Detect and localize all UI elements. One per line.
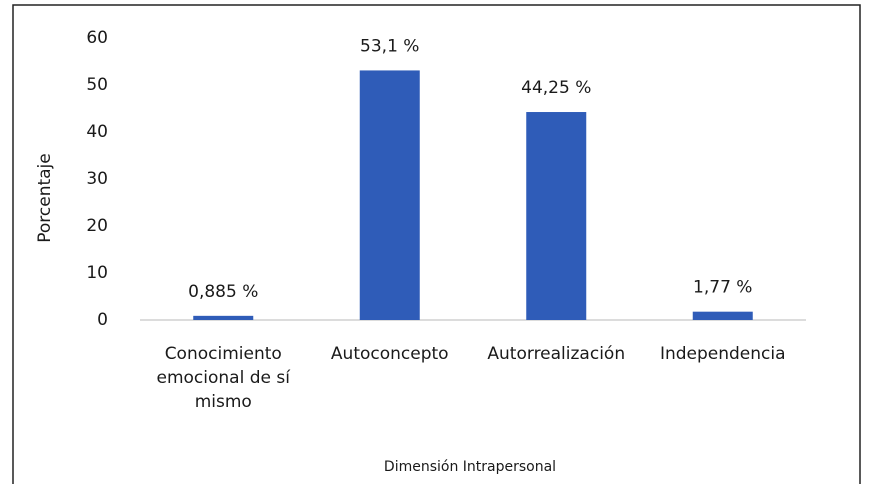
data-label: 53,1 % — [360, 36, 419, 56]
y-tick-label: 60 — [86, 28, 108, 48]
bar — [526, 112, 587, 321]
data-label: 0,885 % — [188, 282, 258, 302]
bar — [193, 315, 254, 320]
bar — [692, 311, 753, 320]
y-tick-label: 10 — [86, 263, 108, 283]
x-axis-title: Dimensión Intrapersonal — [384, 459, 556, 475]
x-tick-label: Autoconcepto — [330, 344, 449, 364]
y-tick-label: 40 — [86, 122, 108, 142]
data-label: 44,25 % — [521, 78, 591, 98]
data-label: 1,77 % — [693, 278, 752, 298]
y-tick-label: 20 — [86, 216, 108, 236]
bar — [359, 70, 420, 321]
x-tick-label: Conocimiento emocional de sí mismo — [156, 344, 290, 412]
y-tick-label: 30 — [86, 169, 108, 189]
y-axis-title: Porcentaje — [35, 153, 55, 243]
x-tick-label: Independencia — [659, 344, 786, 364]
y-tick-label: 50 — [86, 75, 108, 95]
chart-border — [12, 4, 861, 484]
y-tick-label: 0 — [97, 310, 108, 330]
x-tick-label: Autorrealización — [487, 344, 626, 364]
